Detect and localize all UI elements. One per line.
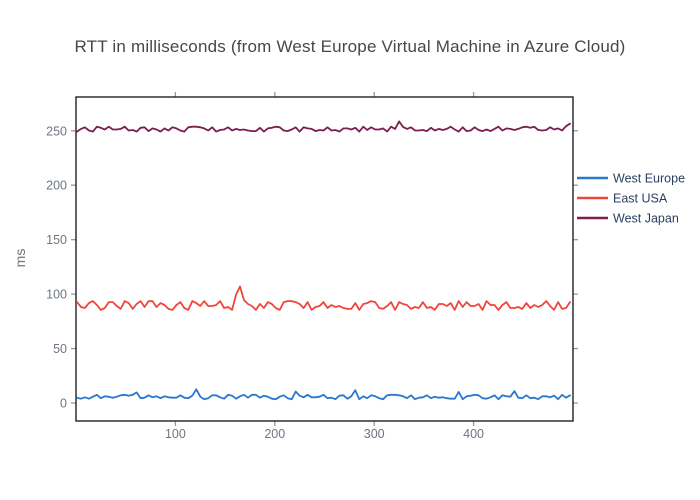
plot-border bbox=[75, 96, 574, 422]
legend-label: West Japan bbox=[613, 212, 679, 226]
legend-item-east-usa[interactable]: East USA bbox=[577, 192, 668, 206]
y-tick-label: 0 bbox=[60, 397, 67, 411]
legend-item-west-japan[interactable]: West Japan bbox=[577, 212, 679, 226]
y-tick-label: 50 bbox=[53, 342, 67, 356]
x-tick-label: 100 bbox=[165, 427, 186, 441]
y-tick-label: 200 bbox=[46, 179, 67, 193]
series-line-west-europe bbox=[76, 388, 571, 401]
y-tick-label: 100 bbox=[46, 288, 67, 302]
chart-title: RTT in milliseconds (from West Europe Vi… bbox=[74, 37, 626, 56]
x-tick-label: 300 bbox=[364, 427, 385, 441]
x-tick-label: 400 bbox=[463, 427, 484, 441]
legend-label: West Europe bbox=[613, 172, 685, 186]
y-tick-label: 150 bbox=[46, 233, 67, 247]
legend-item-west-europe[interactable]: West Europe bbox=[577, 172, 685, 186]
y-tick-label: 250 bbox=[46, 124, 67, 138]
x-tick-label: 200 bbox=[264, 427, 285, 441]
legend-label: East USA bbox=[613, 192, 668, 206]
plot-area[interactable] bbox=[76, 97, 573, 421]
series-line-west-japan bbox=[76, 120, 571, 133]
series-line-east-usa bbox=[76, 285, 571, 311]
